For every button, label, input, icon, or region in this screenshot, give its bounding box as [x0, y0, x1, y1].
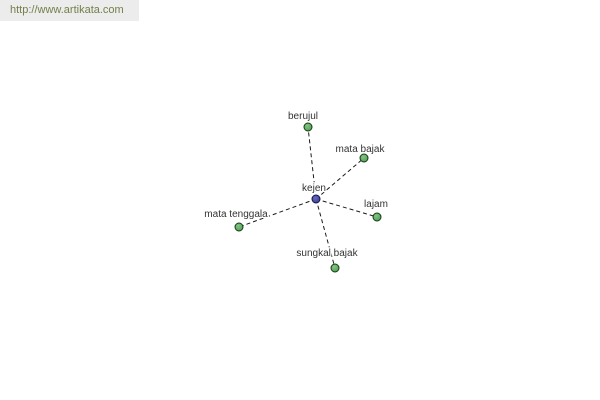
graph-node-kejen[interactable] — [311, 194, 321, 204]
graph-edge-kejen-berujul — [307, 126, 317, 200]
graph-edges-layer — [238, 126, 378, 269]
graph-node-sungkal-bajak[interactable] — [330, 263, 340, 273]
address-url: http://www.artikata.com — [10, 4, 124, 16]
graph-node-mata-bajak[interactable] — [359, 153, 369, 163]
graph-node-label-lajam[interactable]: lajam — [363, 198, 389, 212]
graph-edge-kejen-sungkal-bajak — [315, 198, 336, 269]
graph-edge-kejen-mata-bajak — [315, 157, 365, 200]
graph-node-berujul[interactable] — [303, 122, 313, 132]
graph-nodes-layer: kejen berujul mata bajak lajam sungkal bajak… — [203, 110, 389, 273]
graph-node-label-mata-tenggala[interactable]: mata tenggala — [203, 208, 269, 222]
graph-node-lajam[interactable] — [372, 212, 382, 222]
graph-node-label-berujul[interactable]: berujul — [287, 110, 320, 124]
graph-node-label-kejen[interactable]: kejen — [301, 182, 327, 196]
graph-node-mata-tenggala[interactable] — [234, 222, 244, 232]
address-bar: http://www.artikata.com — [0, 0, 139, 21]
graph-node-label-sungkal-bajak[interactable]: sungkal bajak — [295, 247, 360, 261]
graph-edge-kejen-lajam — [315, 198, 378, 218]
graph-node-label-mata-bajak[interactable]: mata bajak — [334, 143, 386, 157]
